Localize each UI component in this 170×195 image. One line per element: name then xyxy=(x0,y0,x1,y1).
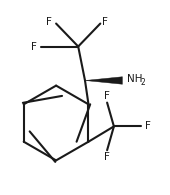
Text: NH: NH xyxy=(127,74,142,84)
Text: F: F xyxy=(103,17,108,27)
Text: F: F xyxy=(46,17,52,27)
Text: F: F xyxy=(31,42,37,51)
Polygon shape xyxy=(85,77,122,84)
Text: F: F xyxy=(104,152,110,162)
Text: 2: 2 xyxy=(141,78,146,87)
Text: F: F xyxy=(104,91,110,101)
Text: F: F xyxy=(145,121,151,131)
